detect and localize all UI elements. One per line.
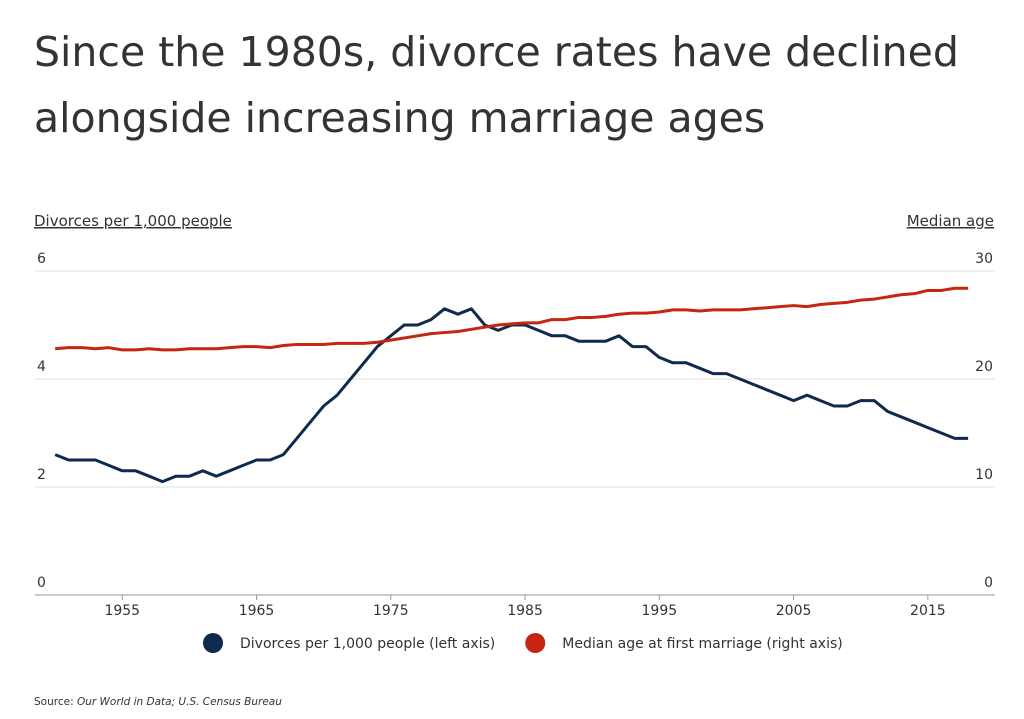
legend-marker	[203, 633, 223, 653]
y-axis-label: Divorces per 1,000 people	[34, 212, 232, 230]
y2-tick-label: 10	[975, 467, 993, 483]
x-tick-label: 1995	[642, 603, 678, 619]
legend-marker	[525, 633, 546, 653]
x-tick-label: 1975	[373, 603, 409, 619]
y2-tick-label: 20	[975, 359, 993, 375]
x-tick-label: 1985	[507, 603, 543, 619]
y2-tick-label: 30	[975, 251, 993, 267]
x-tick-label: 2015	[910, 603, 946, 619]
source: Source: Our World in Data; U.S. Census B…	[34, 696, 282, 708]
legend-label: Divorces per 1,000 people (left axis)	[240, 636, 495, 652]
series-line	[55, 286, 969, 352]
source-label: Source:	[34, 696, 74, 708]
y-tick-label: 6	[37, 251, 46, 267]
chart-title: Since the 1980s, divorce rates have decl…	[34, 28, 959, 76]
y-tick-label: 2	[37, 467, 46, 483]
legend-label: Median age at first marriage (right axis…	[562, 636, 842, 652]
chart-title: alongside increasing marriage ages	[34, 94, 765, 142]
x-tick-label: 2005	[776, 603, 812, 619]
y2-tick-label: 0	[984, 575, 993, 591]
y-tick-label: 4	[37, 359, 46, 375]
y-tick-label: 0	[37, 575, 46, 591]
x-tick-label: 1965	[239, 603, 275, 619]
source-text: Our World in Data; U.S. Census Bureau	[77, 696, 282, 708]
series-line	[54, 307, 969, 484]
y2-axis-label: Median age	[907, 212, 994, 230]
x-tick-label: 1955	[104, 603, 140, 619]
